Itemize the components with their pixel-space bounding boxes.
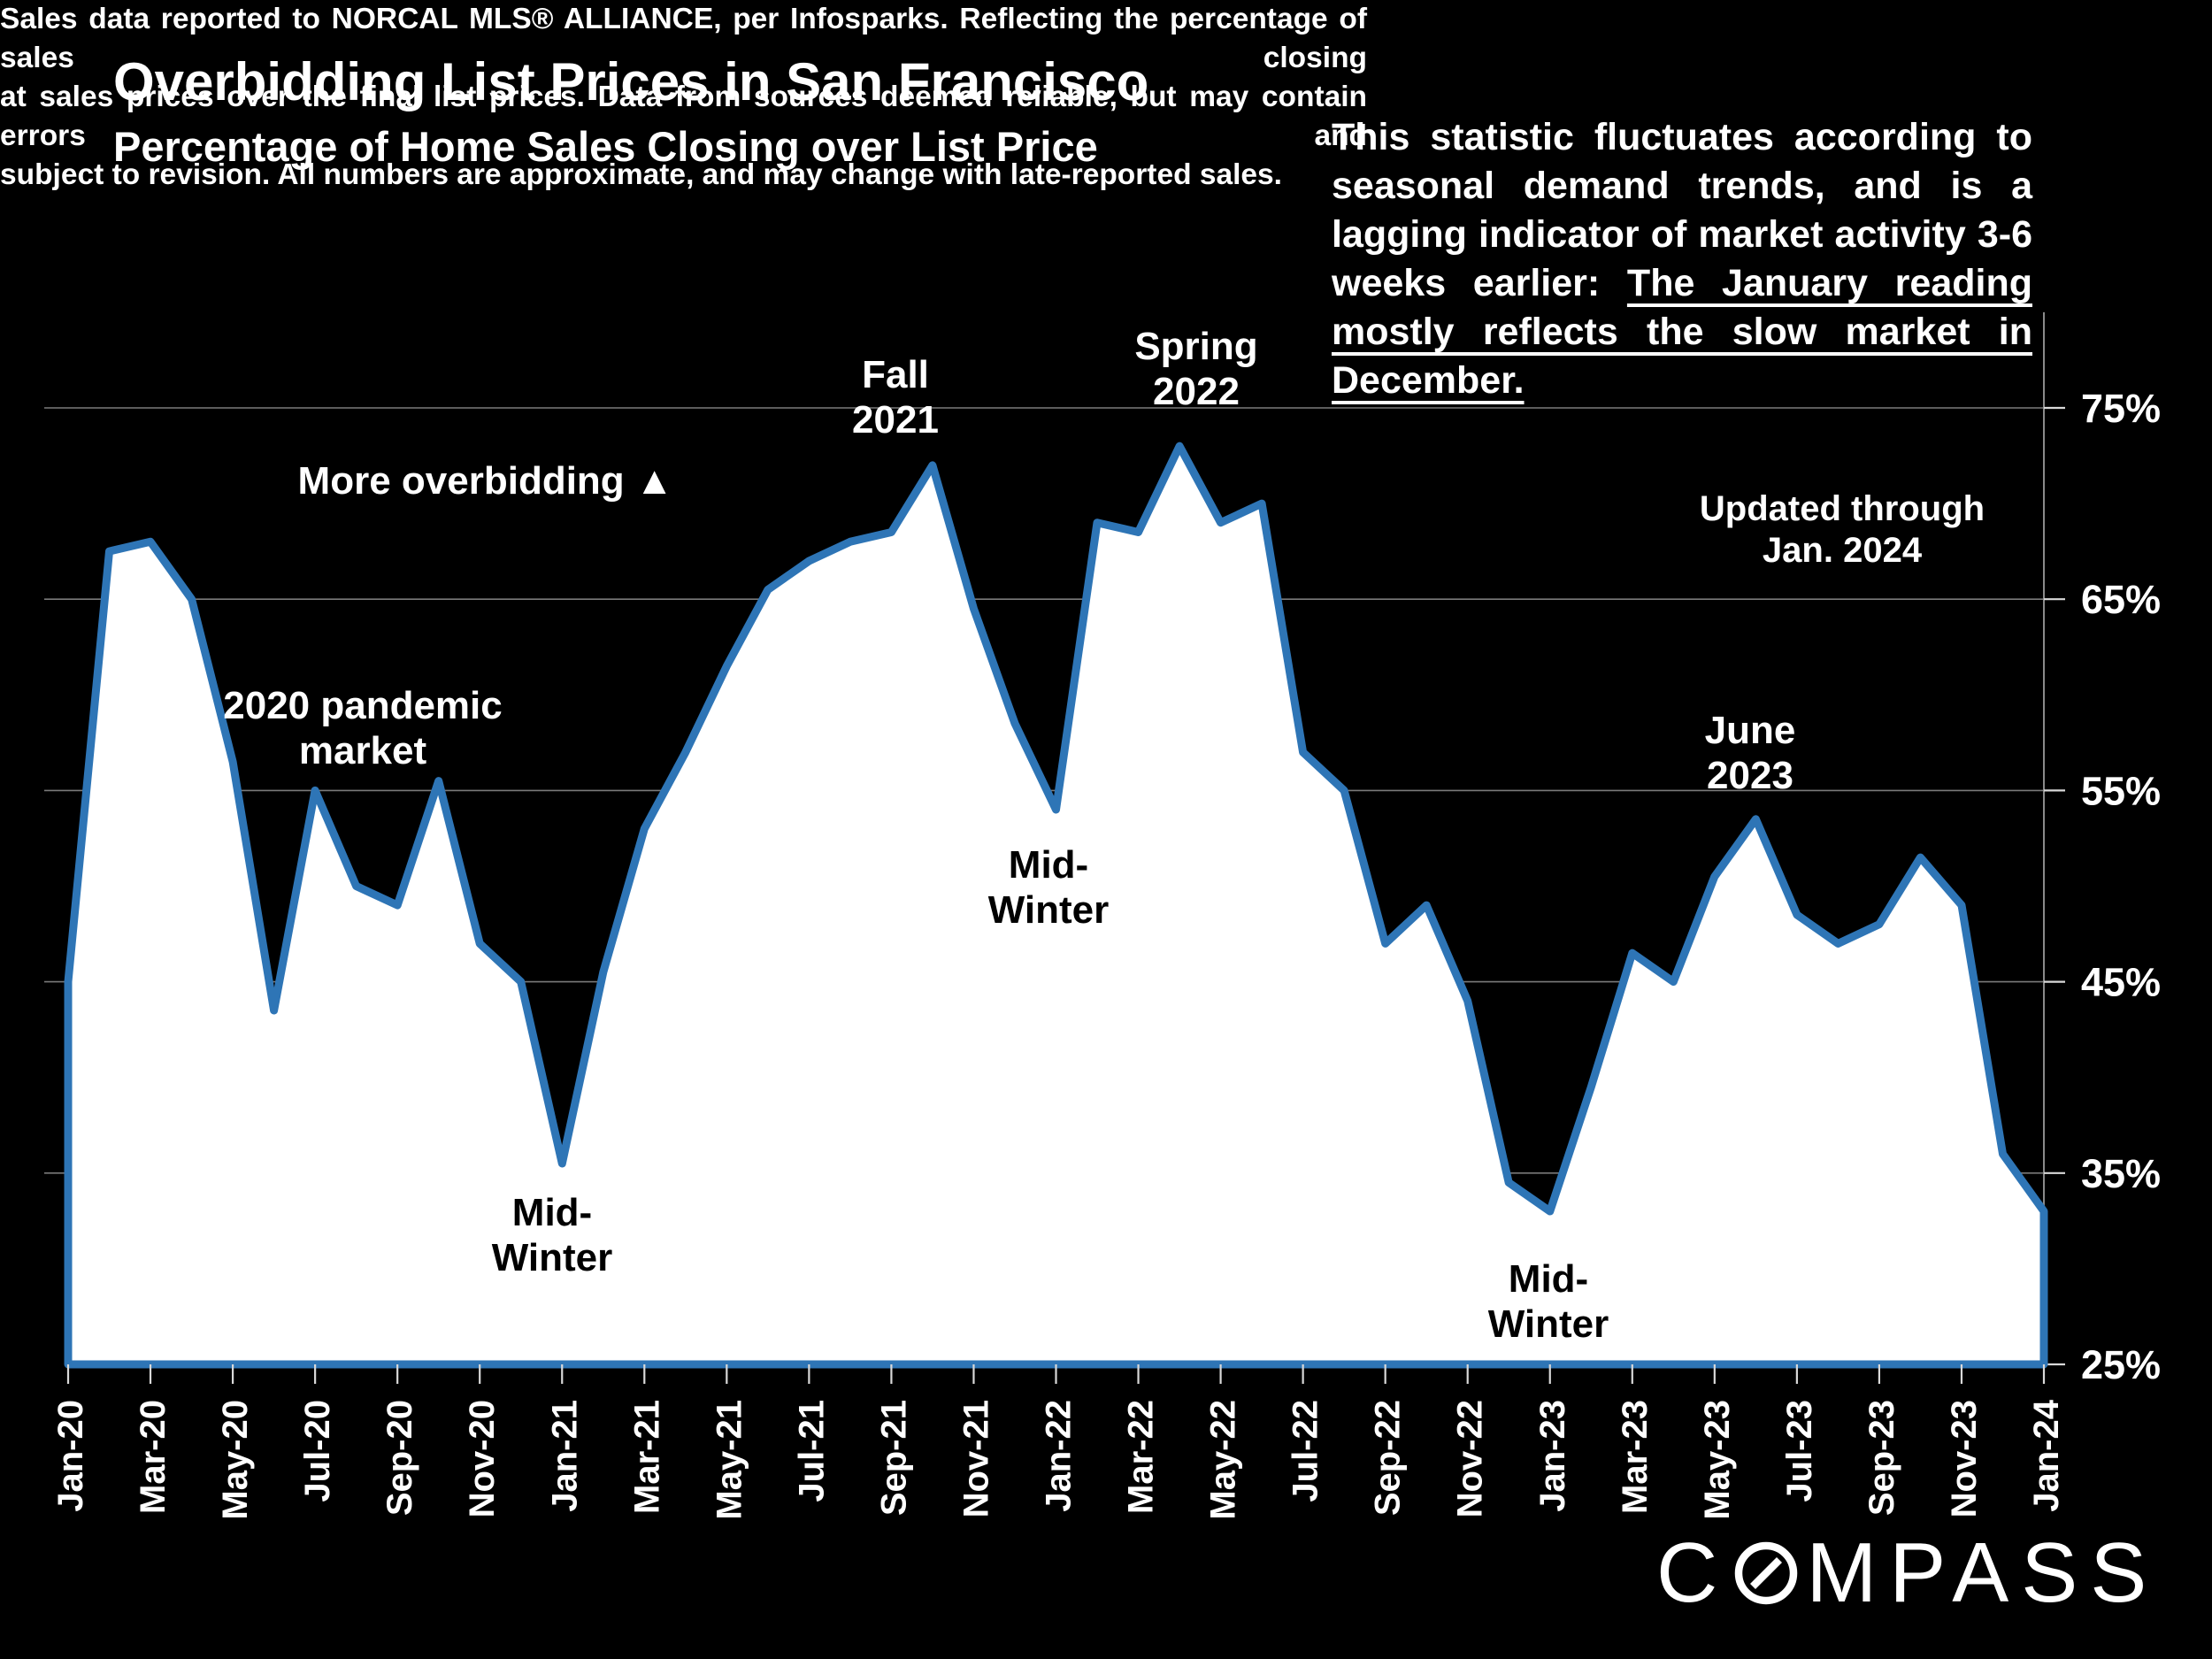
x-axis-label: Jul-21 — [792, 1400, 831, 1502]
x-axis-label: Nov-21 — [957, 1400, 996, 1517]
x-axis-label: May-22 — [1204, 1400, 1243, 1520]
x-axis-label: Jul-23 — [1780, 1400, 1819, 1502]
x-axis-label: Sep-21 — [874, 1400, 913, 1516]
compass-logo-o-icon — [1735, 1541, 1798, 1605]
seasonality-note-underlined: The January reading mostly reflects the … — [1332, 262, 2032, 402]
x-axis-label: May-23 — [1698, 1400, 1737, 1520]
x-axis-label: Mar-23 — [1616, 1400, 1655, 1514]
y-axis-label: 65% — [2081, 577, 2161, 622]
compass-logo: C MPASS — [1656, 1525, 2160, 1620]
x-axis-label: Nov-20 — [463, 1400, 502, 1517]
source-disclaimer: Sales data reported to NORCAL MLS® ALLIA… — [0, 0, 1367, 195]
x-axis-label: Nov-23 — [1945, 1400, 1984, 1517]
y-axis-label: 55% — [2081, 768, 2161, 813]
page-title: Overbidding List Prices in San Francisco — [113, 52, 1149, 111]
annotation-updated-through: Updated through Jan. 2024 — [1699, 489, 1985, 570]
source-disclaimer-line: at sales prices over the final list pric… — [0, 81, 1367, 152]
x-axis-label: Jul-22 — [1286, 1400, 1325, 1502]
x-axis-label: Jan-23 — [1533, 1400, 1572, 1512]
compass-logo-letter: C — [1656, 1525, 1731, 1620]
x-axis-label: Jan-24 — [2027, 1399, 2066, 1511]
annotation-june-2023: June 2023 — [1704, 709, 1796, 798]
x-axis-label: Mar-20 — [134, 1400, 173, 1514]
annotation-mid-winter-2022: Mid- Winter — [987, 843, 1110, 933]
source-disclaimer-line: Sales data reported to NORCAL MLS® ALLIA… — [0, 3, 1367, 74]
annotation-2020-pandemic-market: 2020 pandemic market — [223, 684, 503, 773]
x-axis-label: May-20 — [216, 1400, 255, 1520]
page-subtitle: Percentage of Home Sales Closing over Li… — [113, 123, 1098, 170]
seasonality-note: This statistic fluctuates according to s… — [1332, 113, 2032, 405]
annotation-mid-winter-2021: Mid- Winter — [491, 1191, 613, 1280]
x-axis-label: May-21 — [710, 1400, 749, 1520]
x-axis-label: Jan-21 — [545, 1400, 584, 1512]
x-axis-label: Jan-20 — [51, 1400, 90, 1512]
x-axis-label: Nov-22 — [1451, 1400, 1490, 1517]
x-axis-label: Sep-22 — [1369, 1400, 1408, 1516]
annotation-more-overbidding: More overbidding ▲ — [297, 459, 674, 503]
x-axis-label: Mar-21 — [627, 1400, 666, 1514]
source-disclaimer-line: subject to revision. All numbers are app… — [0, 158, 1282, 191]
annotation-spring-2022: Spring 2022 — [1134, 325, 1258, 414]
y-axis-label: 35% — [2081, 1151, 2161, 1196]
y-axis-label: 75% — [2081, 386, 2161, 431]
annotation-mid-winter-2023: Mid- Winter — [1487, 1257, 1609, 1347]
y-axis-label: 45% — [2081, 960, 2161, 1005]
x-axis-label: Sep-23 — [1863, 1400, 1901, 1516]
compass-logo-letters: MPASS — [1806, 1525, 2160, 1620]
x-axis-label: Jan-22 — [1040, 1400, 1079, 1512]
annotation-fall-2021: Fall 2021 — [852, 353, 939, 442]
x-axis-label: Jul-20 — [298, 1400, 337, 1502]
sales-over-list-series — [64, 442, 2048, 1369]
seasonality-note-text: This statistic fluctuates according to s… — [1332, 116, 2032, 304]
x-axis-label: Mar-22 — [1122, 1400, 1161, 1514]
x-axis-label: Sep-20 — [380, 1400, 419, 1516]
y-axis-label: 25% — [2081, 1342, 2161, 1387]
